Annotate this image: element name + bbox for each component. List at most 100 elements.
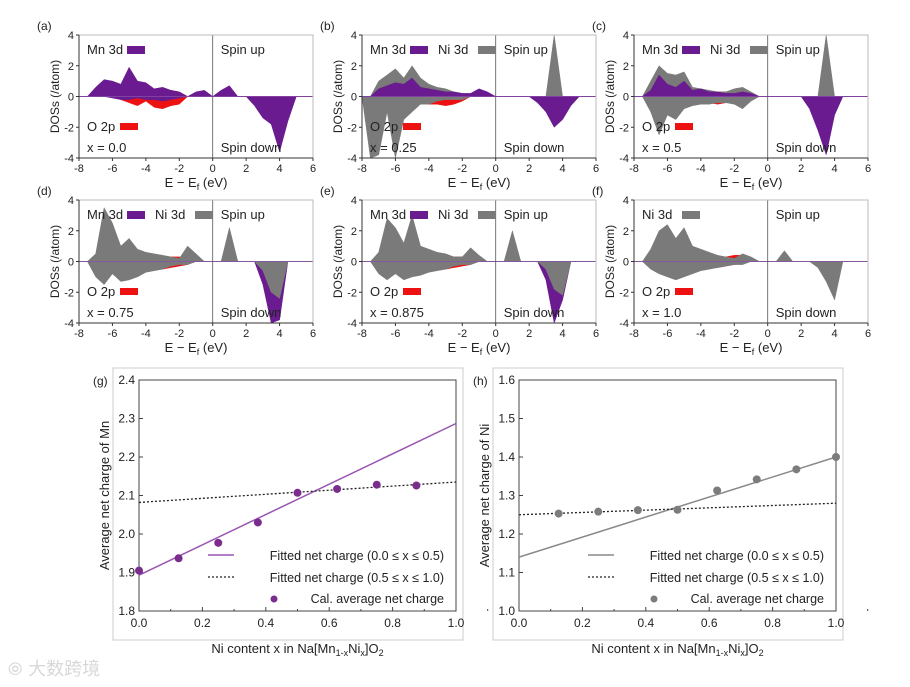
panel-label: (f)	[592, 184, 603, 198]
y-tick-label: 2.4	[118, 373, 135, 387]
legend-swatch	[127, 211, 145, 219]
panel-label: (g)	[93, 374, 108, 388]
composition-label: x = 0.75	[87, 305, 134, 320]
x-tick-label: 0	[210, 328, 216, 340]
x-tick-label: 2	[243, 163, 249, 175]
y-tick-label: -4	[347, 153, 357, 165]
x-tick-label: 0.4	[257, 616, 274, 630]
x-axis-label: Ni content x in Na[Mn1-xNix]O2	[591, 641, 763, 658]
y-tick-label: 1.5	[498, 412, 515, 426]
legend-label: O 2p	[370, 119, 398, 134]
legend-label: Fitted net charge (0.5 ≤ x ≤ 1.0)	[650, 571, 824, 585]
composition-label: x = 0.875	[370, 305, 424, 320]
legend-label: Ni 3d	[642, 207, 672, 222]
spin-up-label: Spin up	[776, 42, 820, 57]
legend-label: O 2p	[87, 119, 115, 134]
y-axis-label: DOSs (/atom)	[48, 60, 62, 133]
x-tick-label: 6	[593, 163, 599, 175]
y-tick-label: 1.1	[498, 566, 515, 580]
data-point	[832, 453, 840, 461]
y-tick-label: 0	[68, 92, 74, 104]
x-tick-label: -6	[663, 163, 673, 175]
legend-label: O 2p	[87, 284, 115, 299]
dos-panel: -8 -6 -4 -2 0 2 4 6 -4 -2 0 2 4 (e) DOSs (/atom) E − Ef…	[320, 184, 599, 357]
legend-swatch	[403, 288, 421, 295]
x-axis-label: Ni content x in Na[Mn1-xNix]O2	[211, 641, 383, 658]
y-tick-label: 2	[351, 226, 357, 238]
y-tick-label: 2	[623, 61, 629, 73]
y-axis-label: DOSs (/atom)	[603, 60, 617, 133]
x-axis-label: E − Ef (eV)	[165, 340, 228, 357]
legend-swatch	[675, 123, 693, 130]
legend-label: Mn 3d	[370, 42, 406, 57]
legend-label: Fitted net charge (0.0 ≤ x ≤ 0.5)	[650, 549, 824, 563]
legend-label: Fitted net charge (0.0 ≤ x ≤ 0.5)	[270, 549, 444, 563]
y-tick-label: 2	[351, 61, 357, 73]
fit-line-solid	[138, 422, 457, 576]
y-tick-label: -4	[347, 318, 357, 330]
panel-label: (c)	[592, 19, 606, 33]
spin-up-label: Spin up	[504, 42, 548, 57]
x-tick-label: 4	[832, 328, 838, 340]
x-tick-label: 4	[832, 163, 838, 175]
composition-label: x = 0.0	[87, 140, 126, 155]
panel-label: (b)	[320, 19, 335, 33]
data-point	[554, 509, 563, 518]
x-axis-label: E − Ef (eV)	[448, 175, 511, 192]
x-tick-label: -2	[457, 163, 467, 175]
x-tick-label: -8	[357, 328, 367, 340]
spin-down-label: Spin down	[221, 305, 282, 320]
x-tick-label: 4	[277, 328, 283, 340]
x-tick-label: -8	[629, 163, 639, 175]
x-tick-label: 4	[277, 163, 283, 175]
panel-label: (e)	[320, 184, 335, 198]
dos-panel: -8 -6 -4 -2 0 2 4 6 -4 -2 0 2 4 (c) DOSs (/atom) E − Ef…	[592, 19, 871, 192]
y-tick-label: -4	[619, 318, 629, 330]
y-axis-label: Average net charge of Mn	[97, 421, 112, 570]
x-tick-label: -8	[74, 328, 84, 340]
x-tick-label: -2	[457, 328, 467, 340]
y-tick-label: 0	[351, 92, 357, 104]
y-tick-label: -2	[64, 287, 74, 299]
legend-swatch	[120, 288, 138, 295]
spin-up-label: Spin up	[776, 207, 820, 222]
legend-swatch	[478, 211, 496, 219]
y-tick-label: 1.6	[498, 373, 515, 387]
data-point	[253, 518, 262, 527]
legend-label: Cal. average net charge	[691, 592, 824, 606]
y-tick-label: 2.0	[118, 527, 135, 541]
data-point	[633, 506, 642, 515]
y-tick-label: 1.9	[118, 566, 135, 580]
x-axis-label: E − Ef (eV)	[448, 340, 511, 357]
fit-line-dashed	[138, 481, 457, 504]
y-tick-label: 0	[623, 92, 629, 104]
x-tick-label: -4	[424, 328, 434, 340]
y-axis-label: DOSs (/atom)	[48, 225, 62, 298]
legend-marker	[270, 595, 278, 603]
spin-down-label: Spin down	[504, 140, 565, 155]
panel-label: (a)	[37, 19, 52, 33]
x-tick-label: 0.4	[637, 616, 654, 630]
legend-label: Mn 3d	[87, 42, 123, 57]
spin-up-label: Spin up	[221, 207, 265, 222]
panel-label: (h)	[473, 374, 488, 388]
y-tick-label: -4	[64, 318, 74, 330]
y-tick-label: -2	[64, 122, 74, 134]
x-tick-label: 0.0	[131, 616, 148, 630]
x-tick-label: 0	[493, 328, 499, 340]
x-tick-label: 2	[798, 328, 804, 340]
legend-marker	[650, 595, 658, 603]
data-point	[333, 484, 342, 493]
y-tick-label: -4	[619, 153, 629, 165]
legend-label: Cal. average net charge	[311, 592, 444, 606]
x-tick-label: 0.0	[511, 616, 528, 630]
fit-line-dashed	[518, 502, 837, 516]
panel-frame	[492, 367, 844, 641]
y-tick-label: 0	[68, 257, 74, 269]
legend-label: Mn 3d	[370, 207, 406, 222]
y-tick-label: 2.2	[118, 450, 135, 464]
y-tick-label: 2.1	[118, 489, 135, 503]
data-point	[792, 465, 801, 474]
x-tick-label: -8	[629, 328, 639, 340]
